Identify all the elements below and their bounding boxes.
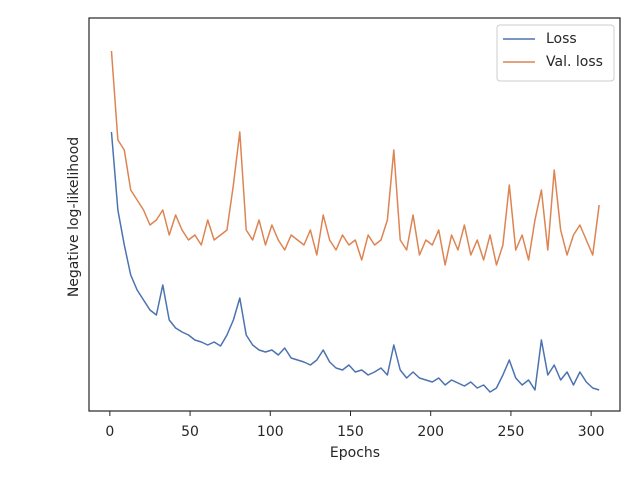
legend-label: Val. loss <box>546 54 603 70</box>
x-tick-label: 50 <box>181 424 199 440</box>
x-tick-label: 0 <box>105 424 114 440</box>
x-tick-label: 300 <box>578 424 605 440</box>
y-axis-label: Negative log-likelihood <box>66 137 82 297</box>
x-tick-label: 100 <box>257 424 284 440</box>
plot-frame <box>88 17 621 412</box>
legend-label: Loss <box>546 31 577 47</box>
x-axis-label: Epochs <box>330 445 380 461</box>
x-tick-label: 250 <box>498 424 525 440</box>
line-series <box>110 50 600 266</box>
line-series <box>110 131 600 393</box>
x-tick-label: 150 <box>337 424 364 440</box>
x-tick-label: 200 <box>417 424 444 440</box>
